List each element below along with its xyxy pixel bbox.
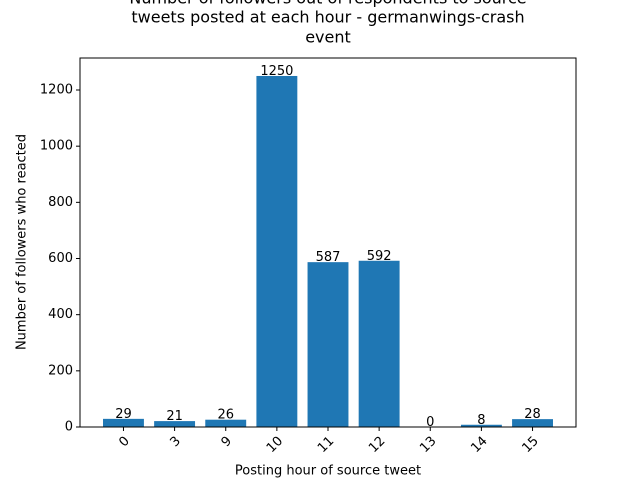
value-label: 29 [115,407,132,422]
value-label: 8 [477,413,485,428]
bar [256,75,298,428]
bar [460,424,502,427]
y-tick-label: 400 [48,307,73,322]
x-tick-label: 3 [167,434,183,450]
y-tick-label: 1000 [40,139,73,154]
x-tick-label: 12 [366,434,388,456]
bar [307,262,349,427]
x-tick-label: 15 [520,434,542,456]
bar [103,418,144,427]
value-label: 0 [426,415,434,430]
value-label: 1250 [260,64,293,79]
value-label: 21 [166,409,183,424]
x-tick-label: 0 [116,434,132,450]
chart-title: Number of followers out of respondents t… [129,0,526,8]
x-tick-label: 14 [468,434,490,456]
x-tick-label: 10 [264,434,286,456]
x-tick-label: 13 [417,434,439,456]
y-tick-label: 200 [48,363,73,378]
value-label: 28 [524,407,541,422]
y-tick-label: 0 [65,420,73,435]
value-label: 587 [316,250,341,265]
plot-frame [79,57,577,428]
x-axis-label: Posting hour of source tweet [235,464,421,479]
value-label: 592 [367,249,392,264]
chart-title: event [305,28,351,47]
bar [205,419,247,427]
y-tick-label: 600 [48,251,73,266]
bar [512,419,553,427]
y-tick-label: 1200 [40,83,73,98]
y-tick-label: 800 [48,195,73,210]
x-tick-label: 9 [219,434,235,450]
value-label: 26 [217,408,234,423]
y-axis-label: Number of followers who reacted [15,134,30,350]
x-tick-label: 11 [315,434,337,456]
bar [154,421,196,427]
chart-title: tweets posted at each hour - germanwings… [131,8,524,27]
bar [358,260,400,427]
